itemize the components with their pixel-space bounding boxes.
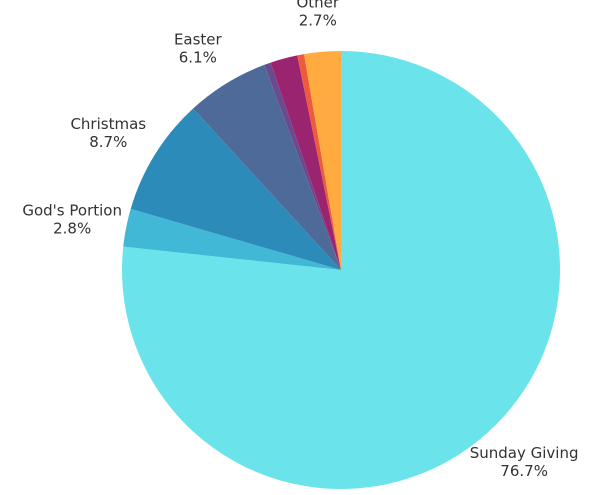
pie-slice	[264, 62, 341, 270]
slice-value-label: 2.7%	[299, 11, 337, 29]
pie-slice	[304, 51, 341, 270]
slice-value-label: 76.7%	[500, 462, 548, 480]
slice-label: Other	[296, 0, 339, 11]
pie-slice	[193, 64, 341, 271]
pie-slice	[297, 54, 341, 271]
slice-label: God's Portion	[22, 201, 122, 219]
slice-value-label: 6.1%	[179, 49, 217, 67]
slice-label: Christmas	[70, 115, 146, 133]
slice-label: Sunday Giving	[470, 444, 579, 462]
slice-label: Easter	[174, 31, 223, 49]
slice-value-label: 8.7%	[89, 133, 127, 151]
slice-value-label: 2.8%	[53, 219, 91, 237]
pie-slice	[270, 55, 341, 270]
pie-slice	[130, 108, 341, 271]
pie-slice	[123, 208, 341, 270]
